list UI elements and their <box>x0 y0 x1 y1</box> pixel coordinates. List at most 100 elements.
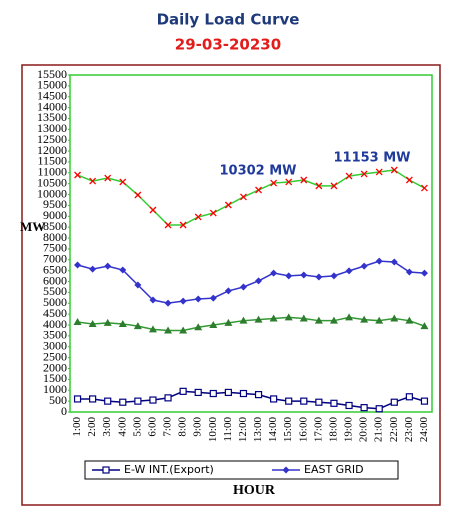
x-tick-label: 12:00 <box>237 417 249 443</box>
y-tick-label: 6000 <box>43 273 67 287</box>
data-point <box>149 206 157 214</box>
data-point <box>300 271 308 279</box>
data-point <box>360 404 368 412</box>
legend-label: E-W INT.(Export) <box>124 463 214 476</box>
data-point <box>420 322 429 330</box>
data-point <box>119 398 127 406</box>
x-tick-label: 22:00 <box>388 417 400 443</box>
x-tick-label: 13:00 <box>252 417 264 443</box>
data-point <box>118 319 127 327</box>
data-point <box>224 201 232 209</box>
y-tick-label: 13000 <box>37 121 67 135</box>
y-tick-label: 6500 <box>43 262 67 276</box>
data-point <box>285 397 293 405</box>
data-point <box>329 316 338 324</box>
data-point <box>360 170 368 178</box>
x-tick-label: 1:00 <box>71 417 83 437</box>
data-point <box>194 388 202 397</box>
data-point <box>149 396 157 404</box>
data-point <box>119 266 127 274</box>
x-tick-label: 3:00 <box>101 417 113 437</box>
x-tick-label: 4:00 <box>116 417 128 437</box>
y-tick-label: 8000 <box>43 230 67 244</box>
data-point <box>179 297 187 305</box>
series-line <box>77 260 425 304</box>
data-point <box>375 316 384 324</box>
x-tick-label: 17:00 <box>312 417 324 443</box>
y-tick-label: 3000 <box>43 339 67 353</box>
x-axis-label: HOUR <box>233 483 276 498</box>
x-tick-label: 19:00 <box>343 417 355 443</box>
legend-marker <box>282 466 290 474</box>
data-point <box>345 172 353 180</box>
y-tick-label: 10000 <box>37 186 67 200</box>
x-tick-label: 6:00 <box>146 417 158 437</box>
data-point <box>330 272 338 280</box>
y-tick-label: 1500 <box>43 371 67 385</box>
series-line <box>77 316 425 332</box>
data-point <box>73 317 82 325</box>
x-tick-label: 16:00 <box>297 417 309 443</box>
data-point <box>405 393 413 401</box>
data-point <box>179 221 187 229</box>
y-tick-label: 8500 <box>43 219 67 233</box>
data-point <box>194 295 202 303</box>
data-point <box>420 184 428 192</box>
data-point <box>104 397 112 405</box>
data-point <box>284 313 293 321</box>
data-point <box>164 221 172 229</box>
legend <box>84 460 399 480</box>
data-point <box>254 391 263 399</box>
data-point <box>164 299 172 307</box>
y-tick-label: 2500 <box>43 349 67 363</box>
data-point <box>255 186 263 194</box>
y-tick-label: 11000 <box>37 165 67 179</box>
data-point <box>149 296 157 304</box>
data-point <box>104 262 112 270</box>
data-point <box>300 176 308 184</box>
data-point <box>299 314 308 322</box>
data-point <box>209 389 217 398</box>
data-point <box>285 272 293 280</box>
x-tick-label: 2:00 <box>86 417 98 437</box>
annotation: 10302 MW <box>219 164 296 179</box>
x-tick-label: 11:00 <box>222 417 234 442</box>
x-tick-label: 7:00 <box>162 417 174 437</box>
legend-label: EAST GRID <box>304 463 364 476</box>
data-point <box>89 395 97 403</box>
data-point <box>134 281 142 289</box>
data-point <box>89 177 97 185</box>
data-point <box>239 389 248 398</box>
data-point <box>360 315 369 323</box>
series-line <box>77 390 425 410</box>
data-point <box>300 397 308 405</box>
chart-title: Daily Load Curve <box>157 11 300 29</box>
x-tick-label: 8:00 <box>177 417 189 437</box>
y-tick-label: 1000 <box>43 382 67 396</box>
x-tick-label: 15:00 <box>282 417 294 443</box>
data-point <box>224 388 232 397</box>
x-tick-label: 18:00 <box>327 417 339 443</box>
data-point <box>194 323 203 331</box>
data-point <box>375 405 383 413</box>
data-point <box>224 318 233 326</box>
legend-marker <box>102 466 110 474</box>
y-tick-label: 12000 <box>37 143 67 157</box>
data-point <box>133 322 142 330</box>
data-point <box>420 397 429 405</box>
y-tick-label: 10500 <box>37 175 67 189</box>
data-point <box>315 182 323 190</box>
y-tick-label: 13500 <box>37 110 67 124</box>
data-point <box>375 257 383 265</box>
x-tick-label: 20:00 <box>358 417 370 443</box>
x-tick-label: 23:00 <box>403 417 415 443</box>
data-point <box>390 314 399 322</box>
y-tick-label: 9000 <box>43 208 67 222</box>
x-tick-label: 21:00 <box>373 417 385 443</box>
data-point <box>330 399 338 407</box>
plot-area <box>69 74 433 413</box>
data-point <box>330 182 338 190</box>
data-point <box>375 168 383 176</box>
